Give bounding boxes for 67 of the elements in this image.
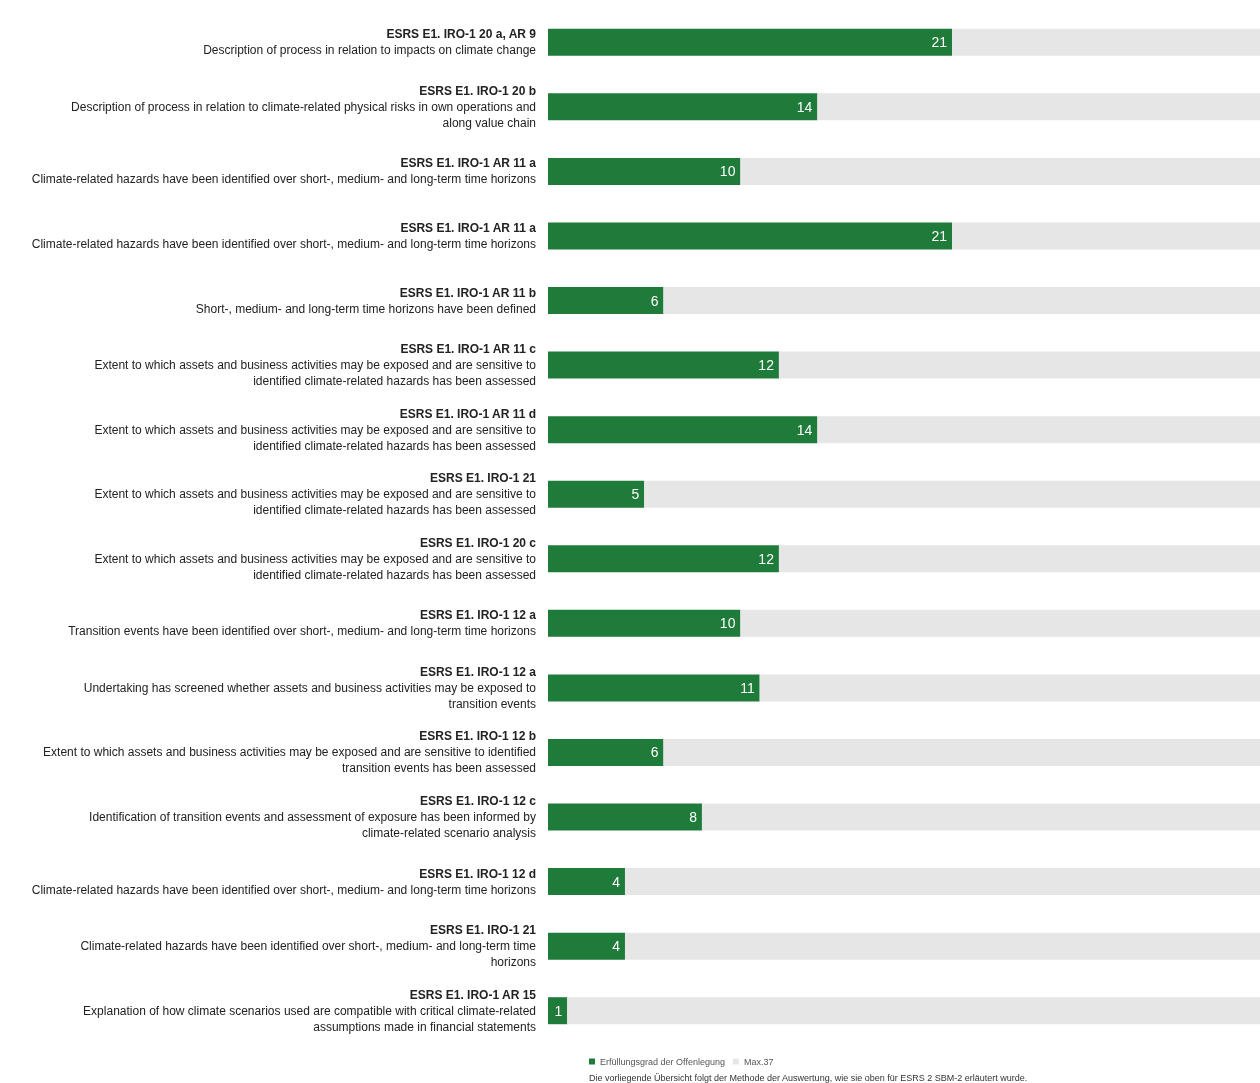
data-label: 21 — [931, 34, 948, 51]
bar — [548, 545, 779, 573]
data-label: 6 — [650, 292, 659, 309]
bar — [817, 416, 1260, 444]
y-tick-label: ESRS E1. IRO-1 20 c Extent to which assets and business activities may be exposed and are sensitive to identified climate-related hazards has been assessed — [94, 535, 537, 582]
text: Die vorliegende Übersicht folgt der Methode der Auswertung, wie sie oben für ESRS 2 SBM-2 erläutert wurde. — [589, 1072, 1028, 1083]
bar — [663, 738, 1260, 766]
y-tick-label: ESRS E1. IRO-1 AR 11 a Climate-related hazards have been identified over short-, medium- and long-term time horizons — [31, 220, 537, 251]
y-tick-label: ESRS E1. IRO-1 AR 11 c Extent to which assets and business activities may be exposed and are sensitive to identified climate-related hazards has been assessed — [94, 342, 537, 389]
bar — [548, 28, 953, 56]
bar — [548, 222, 953, 250]
data-label: 4 — [612, 873, 621, 890]
bar — [624, 868, 1260, 896]
bar — [567, 997, 1260, 1025]
bar — [548, 93, 818, 121]
bar — [548, 803, 702, 831]
bar — [548, 674, 760, 702]
data-label: 12 — [758, 550, 775, 567]
data-label: 21 — [931, 227, 948, 244]
data-label: 5 — [631, 486, 640, 503]
bar — [548, 287, 664, 315]
data-label: 1 — [554, 1002, 563, 1019]
y-tick-label: ESRS E1. IRO-1 AR 11 a Climate-related hazards have been identified over short-, medium- and long-term time horizons — [31, 156, 537, 187]
y-tick-label: ESRS E1. IRO-1 21 Climate-related hazards have been identified over short-, medium- and long-term time horizons — [80, 923, 537, 970]
bar — [759, 674, 1260, 702]
bar — [644, 480, 1260, 508]
data-label: 11 — [740, 679, 755, 696]
bar — [663, 287, 1260, 315]
data-label: 12 — [758, 357, 775, 374]
bar — [548, 480, 645, 508]
data-label: 14 — [796, 98, 813, 115]
bar — [817, 93, 1260, 121]
y-tick-label: ESRS E1. IRO-1 12 a Undertaking has screened whether assets and business activities may be exposed to transition events — [83, 664, 537, 711]
bar — [548, 738, 664, 766]
bar — [548, 157, 741, 185]
bar — [548, 609, 741, 637]
y-tick-label: ESRS E1. IRO-1 21 Extent to which assets and business activities may be exposed and are sensitive to identified climate-related hazards has been assessed — [94, 471, 537, 518]
y-tick-label: ESRS E1. IRO-1 AR 11 b Short-, medium- and long-term time horizons have been defined — [195, 285, 536, 316]
bar — [740, 157, 1260, 185]
data-label: 4 — [612, 938, 621, 955]
bar — [952, 28, 1260, 56]
bar — [778, 545, 1260, 573]
y-tick-label: ESRS E1. IRO-1 12 d Climate-related hazards have been identified over short-, medium- and long-term time horizons — [31, 866, 536, 897]
bar — [740, 609, 1260, 637]
data-label: 6 — [650, 744, 659, 761]
y-tick-label: ESRS E1. IRO-1 20 b Description of process in relation to climate-related physical risks in own operations and along value chain — [71, 83, 536, 130]
data-label: 10 — [719, 163, 736, 180]
bar — [624, 932, 1260, 960]
y-tick-label: ESRS E1. IRO-1 AR 11 d Extent to which assets and business activities may be exposed and are sensitive to identified climate-related hazards has been assessed — [94, 406, 537, 453]
bar — [778, 351, 1260, 379]
bar — [701, 803, 1260, 831]
bar — [548, 416, 818, 444]
y-tick-label: ESRS E1. IRO-1 12 b Extent to which assets and business activities may be exposed and are sensitive to identified transition events has been assessed — [43, 729, 536, 776]
data-label: 8 — [689, 809, 698, 826]
data-label: 10 — [719, 615, 736, 632]
bar — [952, 222, 1260, 250]
bar — [548, 351, 779, 379]
bar — [548, 997, 568, 1025]
y-tick-label: ESRS E1. IRO-1 12 c Identification of transition events and assessment of exposure has been informed by climate-related scenario analysis — [89, 794, 537, 841]
bar — [548, 868, 625, 896]
y-tick-label: ESRS E1. IRO-1 20 a, AR 9 Description of process in relation to impacts on climate change — [203, 27, 537, 58]
legend-label: Erfüllungsgrad der Offenlegung — [600, 1056, 725, 1067]
bar — [548, 932, 625, 960]
data-label: 14 — [796, 421, 813, 438]
legend-label: Max.37 — [743, 1056, 774, 1067]
y-tick-label: ESRS E1. IRO-1 AR 15 Explanation of how climate scenarios used are compatible with critical climate-related assumptions made in financial statements — [83, 987, 537, 1034]
y-tick-label: ESRS E1. IRO-1 12 a Transition events have been identified over short-, medium- and long-term time horizons — [68, 608, 537, 639]
